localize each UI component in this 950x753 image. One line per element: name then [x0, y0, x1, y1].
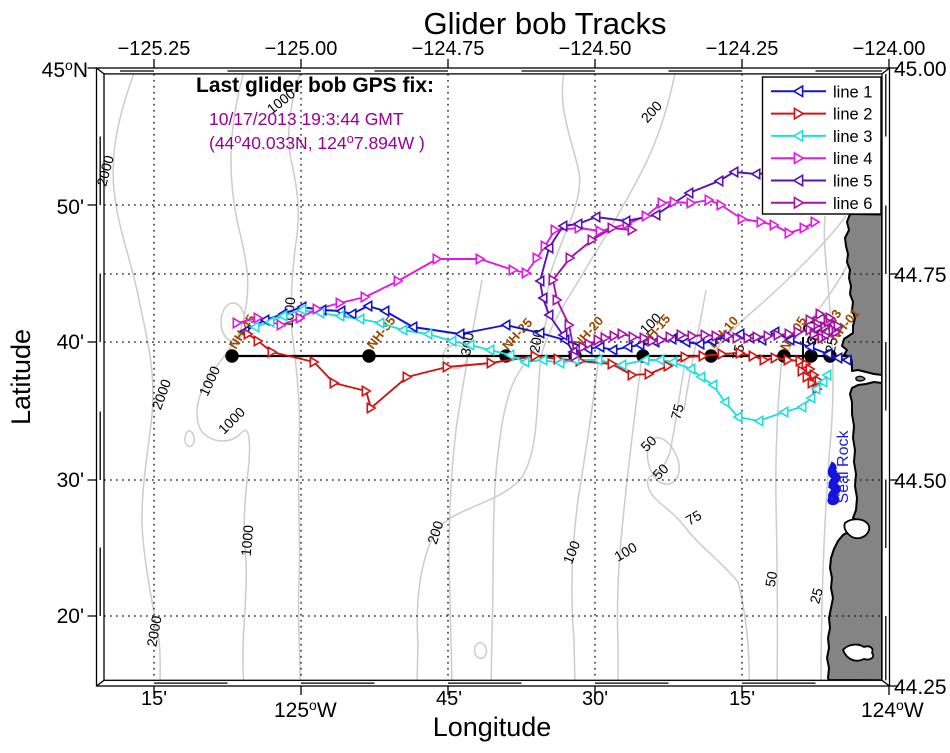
svg-text:line 4: line 4 [833, 150, 872, 168]
svg-text:−125.00: −125.00 [265, 38, 338, 60]
svg-text:50: 50 [762, 570, 780, 588]
svg-text:Seal Rock: Seal Rock [835, 430, 852, 504]
svg-text:45.00: 45.00 [894, 58, 947, 81]
svg-text:25: 25 [806, 586, 826, 605]
svg-text:line 2: line 2 [833, 106, 872, 124]
svg-text:45': 45' [436, 688, 462, 710]
svg-text:line 1: line 1 [833, 83, 872, 101]
svg-text:15': 15' [141, 688, 167, 710]
svg-text:−124.00: −124.00 [853, 38, 926, 60]
svg-text:30': 30' [582, 688, 608, 710]
svg-text:45oN: 45oN [42, 57, 88, 82]
svg-text:−125.25: −125.25 [118, 38, 191, 60]
svg-text:40': 40' [57, 331, 84, 354]
svg-text:Latitude: Latitude [6, 329, 36, 425]
svg-text:2000: 2000 [93, 153, 117, 187]
svg-text:line 3: line 3 [833, 128, 872, 146]
svg-text:line 5: line 5 [833, 173, 872, 191]
svg-text:44.25: 44.25 [894, 676, 947, 699]
svg-text:44.50: 44.50 [894, 470, 947, 493]
svg-text:Last glider bob GPS fix:: Last glider bob GPS fix: [196, 74, 434, 97]
svg-text:(44o40.033N, 124o7.894W ): (44o40.033N, 124o7.894W ) [209, 131, 425, 153]
svg-text:Longitude: Longitude [433, 712, 552, 742]
svg-text:30': 30' [57, 469, 84, 492]
svg-text:−124.75: −124.75 [412, 38, 485, 60]
svg-text:200: 200 [424, 519, 447, 546]
svg-text:50': 50' [57, 196, 84, 219]
svg-text:75: 75 [683, 507, 705, 529]
svg-text:2000: 2000 [143, 614, 164, 648]
svg-text:1000: 1000 [238, 524, 257, 557]
svg-text:Glider bob Tracks: Glider bob Tracks [424, 6, 667, 41]
svg-text:125oW: 125oW [274, 697, 337, 722]
svg-text:75: 75 [667, 402, 687, 421]
svg-text:15': 15' [729, 688, 755, 710]
svg-text:44.75: 44.75 [894, 264, 947, 287]
svg-text:124oW: 124oW [861, 697, 924, 722]
svg-text:line 6: line 6 [833, 195, 872, 213]
svg-text:10/17/2013 19:3:44 GMT: 10/17/2013 19:3:44 GMT [209, 109, 404, 129]
svg-text:−124.25: −124.25 [706, 38, 779, 60]
svg-text:−124.50: −124.50 [559, 38, 632, 60]
svg-text:20': 20' [57, 605, 84, 628]
svg-text:25: 25 [822, 336, 840, 354]
